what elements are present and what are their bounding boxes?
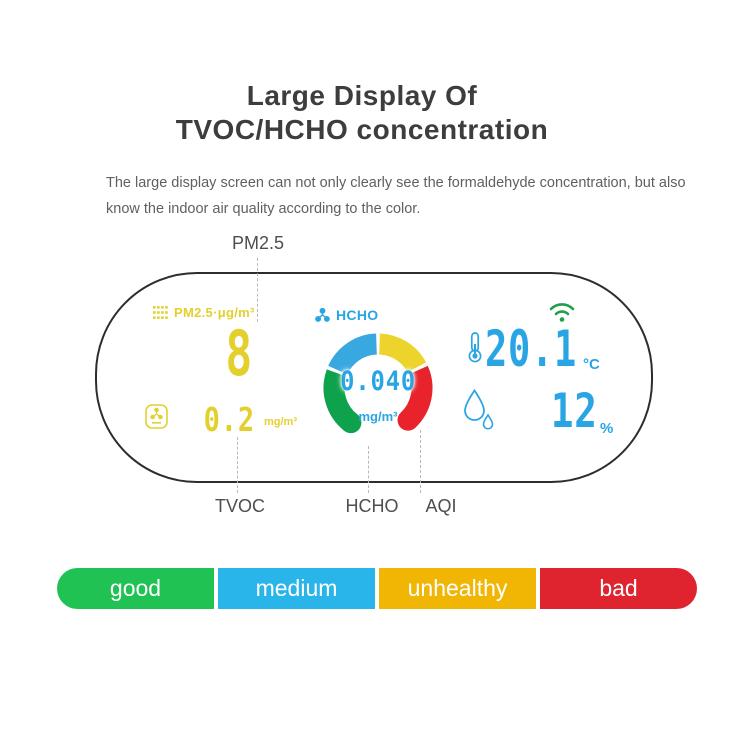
temperature-value: 20.1 [485, 320, 578, 378]
pm25-header: PM2.5·μg/m³ [153, 305, 255, 320]
callout-tvoc-label: TVOC [214, 496, 265, 516]
legend-bad-label: bad [599, 575, 638, 601]
callout-tvoc-leader-line [237, 437, 238, 493]
page-title-line1: Large Display Of [246, 80, 478, 111]
callout-pm25-label: PM2.5 [231, 233, 285, 253]
humidity-unit: % [600, 420, 614, 437]
hcho-value: 0.040 [340, 366, 416, 397]
legend-item-good: good [57, 568, 214, 609]
tvoc-value: 0.2 [203, 400, 255, 439]
air-quality-color-legend: good medium unhealthy bad [57, 568, 697, 609]
gauge-segment-yellow [378, 333, 427, 373]
pm25-header-label: PM2.5·μg/m³ [174, 305, 255, 320]
gauge-segment-red [400, 365, 433, 428]
humidity-value: 12 [550, 384, 598, 439]
hcho-aqi-gauge [323, 333, 433, 434]
legend-item-medium: medium [218, 568, 375, 609]
callout-hcho-leader-line [368, 446, 369, 493]
legend-item-bad: bad [540, 568, 697, 609]
callout-pm25-leader-line [257, 258, 258, 322]
legend-unhealthy-label: unhealthy [407, 575, 508, 601]
page-description-line2: know the indoor air quality according to… [106, 201, 421, 217]
device-display: PM2.5·μg/m³ 8 0.2 mg/m³ [95, 272, 653, 483]
pm25-value: 8 [225, 317, 253, 390]
tvoc-sensor-icon [145, 404, 168, 434]
callout-aqi-leader-line [420, 430, 421, 493]
page-description-line1: The large display screen can not only cl… [106, 175, 686, 191]
gauge-segment-blue [328, 333, 378, 375]
hcho-header: HCHO [315, 307, 378, 323]
wifi-icon [549, 303, 575, 322]
hcho-header-label: HCHO [336, 307, 379, 323]
temperature-unit: °C [583, 356, 600, 373]
molecule-icon [315, 308, 330, 322]
tvoc-unit: mg/m³ [264, 416, 297, 428]
page-description: The large display screen can not only cl… [106, 170, 686, 222]
callout-aqi-label: AQI [425, 496, 457, 516]
hcho-unit: mg/m³ [358, 409, 398, 424]
humidity-icon [464, 389, 494, 430]
page-title-line2: TVOC/HCHO concentration [175, 114, 549, 145]
gauge-segment-green [323, 369, 358, 431]
thermometer-icon [468, 332, 482, 363]
legend-medium-label: medium [255, 575, 338, 601]
callout-hcho-label: HCHO [345, 496, 399, 516]
particles-grid-icon [153, 306, 168, 319]
legend-item-unhealthy: unhealthy [379, 568, 536, 609]
page-title: Large Display Of TVOC/HCHO concentration [0, 79, 724, 147]
legend-good-label: good [109, 575, 162, 601]
